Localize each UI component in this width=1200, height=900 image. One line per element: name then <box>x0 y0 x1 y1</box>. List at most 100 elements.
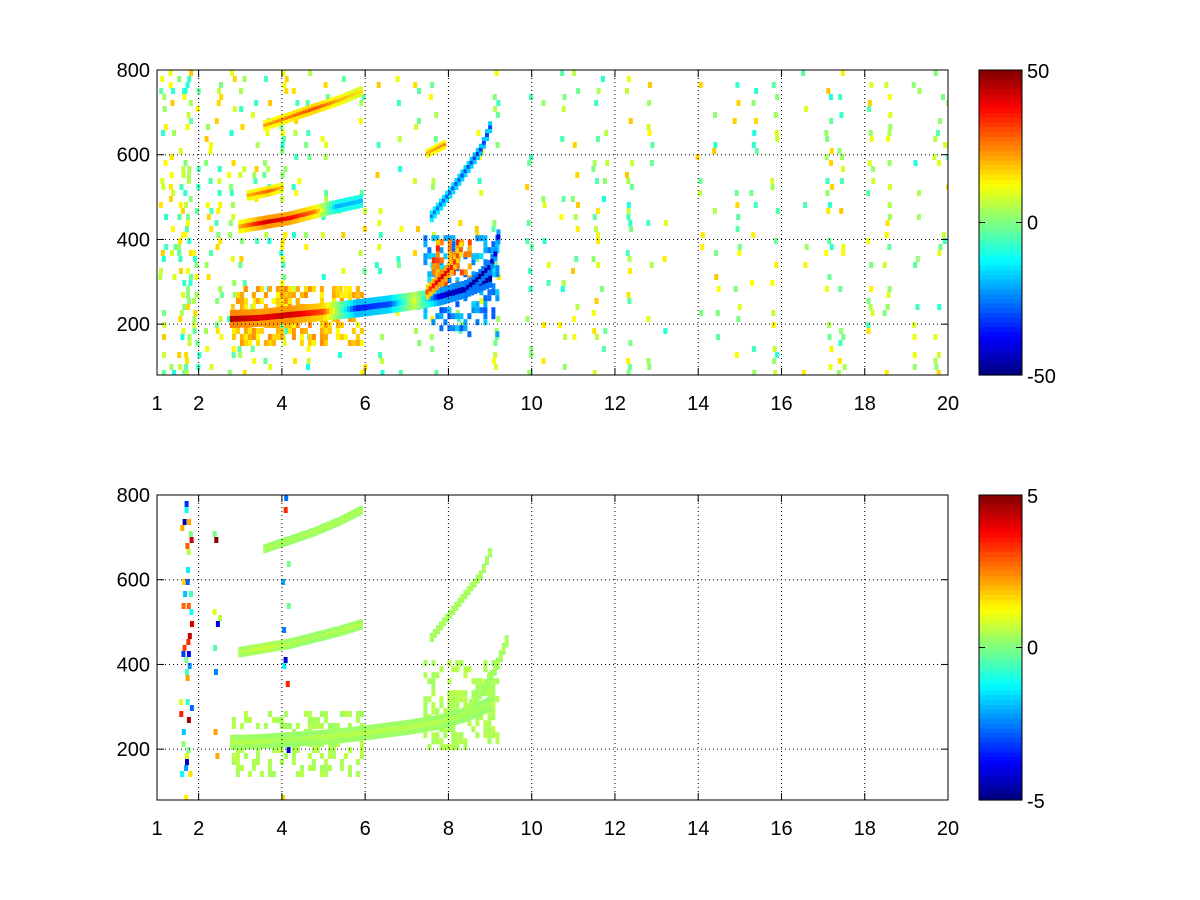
track-cell <box>452 720 456 726</box>
noise-cell <box>184 507 189 513</box>
track-cell <box>383 727 387 733</box>
patch-cell <box>435 732 440 739</box>
track-cell <box>295 643 300 647</box>
track-cell <box>383 301 387 308</box>
noise-cell <box>495 142 500 148</box>
patch-cell <box>339 765 344 771</box>
track-cell <box>353 95 357 100</box>
noise-cell <box>650 142 655 148</box>
patch-cell <box>335 741 340 747</box>
patch-cell <box>335 286 340 292</box>
noise-cell <box>475 232 480 238</box>
track-cell <box>247 648 252 653</box>
track-cell <box>425 301 429 308</box>
noise-cell <box>255 142 260 148</box>
patch-cell <box>463 702 468 709</box>
track-cell <box>334 633 339 637</box>
track-cell <box>325 202 330 207</box>
track-cell <box>292 640 297 645</box>
patch-cell <box>327 328 332 334</box>
noise-cell <box>268 364 273 370</box>
track-cell <box>255 188 260 192</box>
track-cell <box>263 314 267 321</box>
noise-cell <box>341 76 346 82</box>
track-cell <box>249 189 254 193</box>
track-cell <box>374 724 378 729</box>
track-cell <box>313 209 318 214</box>
patch-cell <box>319 711 324 717</box>
track-cell <box>280 217 285 222</box>
colorbar-segment <box>979 122 1022 128</box>
colorbar-segment <box>979 790 1022 796</box>
track-cell <box>439 198 443 203</box>
track-cell <box>275 319 279 326</box>
track-cell <box>440 719 444 724</box>
track-cell <box>270 184 275 189</box>
noise-cell <box>871 166 876 172</box>
patch-cell <box>491 271 496 278</box>
colorbar-segment <box>979 609 1022 615</box>
colorbar-segment <box>979 752 1022 758</box>
noise-cell <box>570 196 575 202</box>
track-cell <box>290 741 294 747</box>
noise-cell <box>380 358 384 364</box>
track-cell <box>305 113 310 117</box>
noise-cell <box>214 537 219 543</box>
noise-cell <box>183 160 188 166</box>
y-tick-label: 400 <box>117 229 150 251</box>
patch-cell <box>483 660 488 667</box>
patch-cell <box>251 765 256 771</box>
track-cell <box>445 194 450 199</box>
noise-cell <box>546 262 551 268</box>
noise-cell <box>458 220 463 226</box>
noise-cell <box>824 130 829 136</box>
noise-cell <box>183 190 188 196</box>
x-tick-label: 10 <box>521 818 543 840</box>
colorbar-segment <box>979 652 1022 658</box>
track-cell <box>229 316 234 322</box>
patch-cell <box>467 263 472 270</box>
patch-cell <box>239 765 244 771</box>
track-cell <box>329 308 333 315</box>
patch-cell <box>319 292 324 298</box>
noise-cell <box>184 352 189 358</box>
noise-cell <box>320 136 325 142</box>
track-cell <box>492 663 497 668</box>
noise-cell <box>700 244 705 250</box>
colorbar-segment <box>979 117 1022 124</box>
patch-cell <box>435 738 440 745</box>
noise-cell <box>158 274 163 280</box>
patch-cell <box>455 696 460 703</box>
noise-cell <box>280 142 285 148</box>
track-cell <box>241 739 246 745</box>
noise-cell <box>297 178 302 184</box>
noise-cell <box>595 334 599 340</box>
track-cell <box>307 215 312 220</box>
patch-cell <box>299 292 304 298</box>
track-cell <box>340 624 345 629</box>
track-cell <box>293 317 297 324</box>
patch-cell <box>483 666 488 673</box>
track-cell <box>308 112 313 116</box>
track-cell <box>472 703 476 708</box>
track-cell <box>247 227 252 232</box>
track-cell <box>235 309 240 316</box>
patch-cell <box>231 328 236 334</box>
noise-cell <box>839 208 844 214</box>
track-cell <box>329 523 334 527</box>
track-cell <box>486 679 491 683</box>
track-cell <box>341 300 345 307</box>
track-cell <box>359 735 363 741</box>
track-cell <box>485 556 489 560</box>
noise-cell <box>197 352 202 358</box>
track-cell <box>232 315 237 322</box>
noise-cell <box>242 280 247 286</box>
track-cell <box>422 290 426 297</box>
colorbar-segment <box>979 260 1022 266</box>
track-cell <box>292 219 297 224</box>
track-cell <box>389 295 393 302</box>
noise-cell <box>562 364 567 370</box>
noise-cell <box>399 226 404 232</box>
noise-cell <box>885 304 890 310</box>
noise-cell <box>575 226 580 232</box>
